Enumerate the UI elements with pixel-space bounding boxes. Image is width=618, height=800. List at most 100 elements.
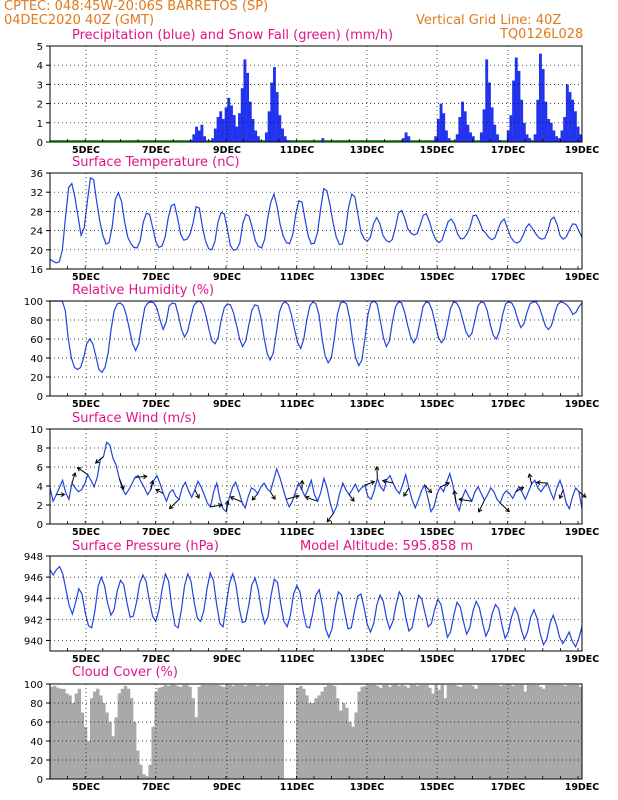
cloud-bar	[440, 684, 444, 779]
wind-arrowhead	[229, 496, 235, 501]
cloud-bar	[142, 774, 146, 779]
cloud-bar	[342, 703, 346, 779]
y-tick-label: 100	[24, 680, 43, 691]
precip-bar	[455, 134, 459, 142]
cloud-bar	[96, 688, 100, 779]
precip-bar	[251, 118, 255, 142]
cloud-bar	[495, 684, 500, 779]
x-date-label: 13DEC	[350, 272, 385, 283]
cloud-bar	[219, 685, 223, 779]
panel-frame	[49, 683, 583, 780]
panel-5: 940 942 944 946 948 5DEC 7DEC 9DEC 11DEC 13DEC 15D…	[24, 552, 599, 665]
wind-arrowhead	[581, 493, 587, 498]
wind-vector	[95, 456, 104, 464]
precip-bar	[565, 84, 569, 142]
wind-arrowhead	[120, 485, 125, 491]
cloud-bar	[486, 684, 491, 779]
x-date-label: 13DEC	[350, 145, 385, 156]
precip-bar	[528, 138, 532, 142]
precip-bar	[555, 136, 559, 142]
cloud-bar	[59, 688, 63, 779]
precip-bar	[248, 101, 252, 142]
cloud-bar	[560, 684, 564, 779]
x-date-label: 19DEC	[565, 654, 600, 665]
precip-bar	[525, 134, 529, 142]
panel-frame	[49, 428, 583, 525]
wind-arrowhead	[326, 517, 332, 523]
cloud-bar	[382, 684, 386, 779]
cloud-bar	[455, 685, 460, 779]
cloud-bar	[249, 684, 254, 779]
cloud-bar	[71, 703, 75, 779]
precip-bar	[273, 67, 276, 142]
precip-bar	[213, 128, 217, 142]
cloud-bar	[372, 684, 377, 779]
wind-arrowhead	[403, 492, 408, 497]
cloud-bar	[243, 685, 248, 779]
cloud-bar	[271, 684, 275, 779]
y-tick-label: 60	[30, 718, 43, 729]
precip-bar	[216, 117, 220, 142]
cloud-bar	[406, 687, 411, 779]
precip-bar	[444, 130, 448, 142]
header-datetime: 04DEC2020 40Z (GMT)	[4, 13, 155, 28]
cloud-bar	[74, 693, 78, 779]
cloud-bar	[191, 698, 195, 779]
cloud-bar	[375, 685, 380, 779]
cloud-bar	[231, 685, 235, 779]
y-tick-label: 8	[37, 444, 43, 455]
wind-vector	[230, 496, 243, 503]
cloud-bar	[169, 684, 174, 779]
wind-vector	[559, 489, 564, 499]
precip-bar	[243, 59, 247, 142]
precip-title: Precipitation (blue) and Snow Fall (gree…	[72, 28, 394, 43]
y-tick-label: 40	[30, 737, 43, 748]
precip-bar	[401, 138, 405, 142]
cloud-bar	[369, 684, 374, 779]
cloud-bar	[117, 693, 122, 779]
cloud-bar	[185, 684, 189, 779]
cloud-bar	[222, 686, 226, 779]
precip-bar	[404, 132, 408, 142]
y-tick-label: 4	[37, 482, 43, 493]
cloud-bar	[252, 684, 257, 779]
cloud-bar	[305, 695, 309, 779]
cloud-bar	[446, 684, 451, 779]
cloud-bar	[83, 726, 88, 779]
cloud-bar	[339, 710, 343, 779]
cloud-bar	[526, 684, 531, 779]
cloud-bar	[228, 684, 232, 779]
precip-bar	[498, 140, 502, 142]
y-tick-label: 80	[30, 699, 43, 710]
x-date-label: 11DEC	[280, 272, 315, 283]
cloud-bar	[237, 684, 241, 779]
wind-vector	[118, 478, 125, 490]
wind-arrowhead	[535, 480, 541, 486]
cloud-bar	[511, 685, 515, 779]
cloud-bar	[443, 698, 447, 779]
cloud-bar	[209, 684, 214, 779]
cloud-bar	[431, 693, 435, 779]
cloud-bar	[89, 698, 94, 779]
wind-arrowhead	[477, 507, 483, 513]
x-date-label: 7DEC	[142, 145, 170, 156]
y-tick-label: 0	[37, 392, 43, 403]
x-date-label: 9DEC	[213, 782, 241, 793]
precip-bar	[479, 132, 483, 142]
wind-vector	[453, 490, 457, 504]
x-date-label: 13DEC	[350, 399, 385, 410]
x-date-label: 7DEC	[142, 782, 170, 793]
precip-bar	[275, 92, 279, 142]
precip-bar	[278, 115, 282, 142]
precip-bar	[442, 113, 446, 142]
cloud-bar	[458, 686, 463, 779]
cloud-bar	[212, 684, 217, 779]
temperature-title: Surface Temperature (nC)	[72, 155, 240, 170]
cloud-bar	[363, 685, 368, 779]
y-tick-label: 3	[37, 80, 43, 91]
series-line	[50, 300, 583, 374]
x-date-label: 15DEC	[420, 272, 455, 283]
x-date-label: 11DEC	[280, 145, 315, 156]
precip-bar	[224, 107, 228, 142]
cloud-bar	[575, 684, 580, 779]
